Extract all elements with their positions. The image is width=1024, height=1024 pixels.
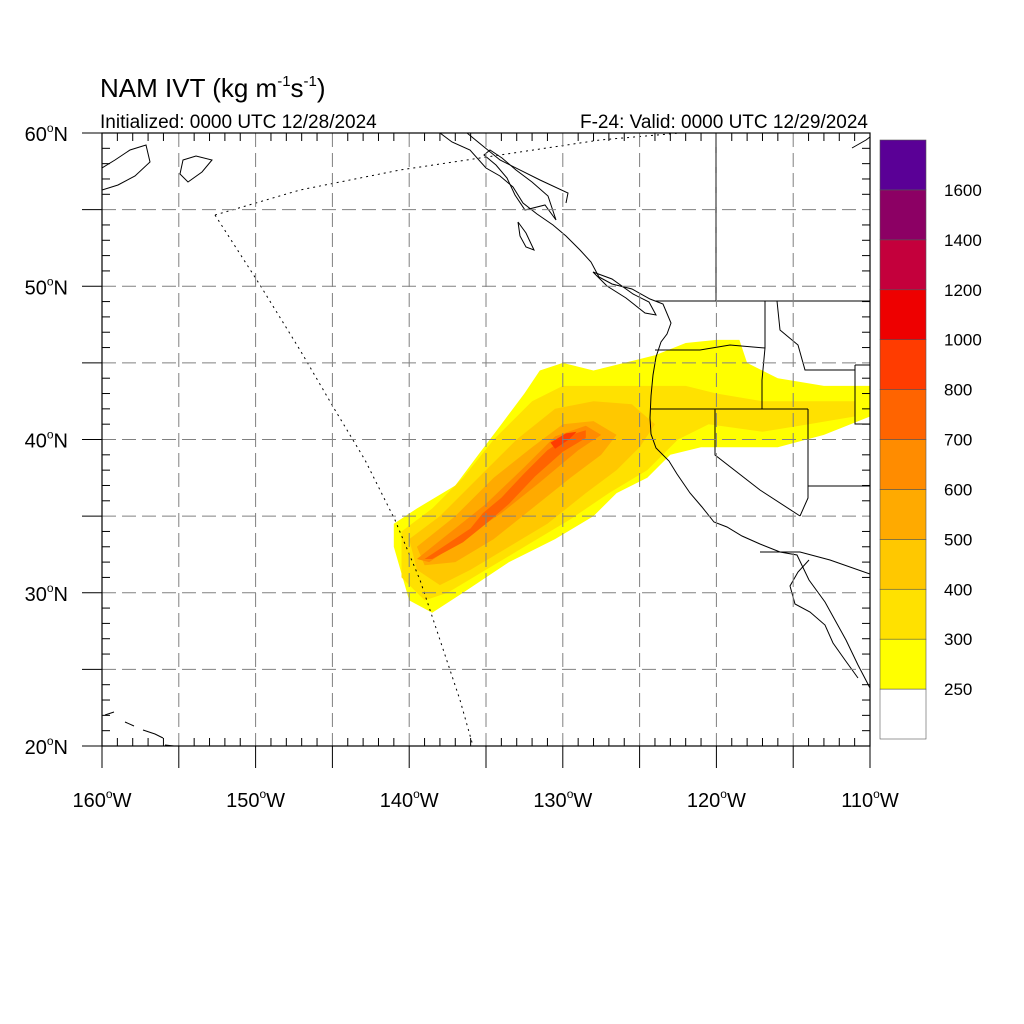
coastline-hudson-bay	[851, 136, 870, 149]
coastline-vancouver-island	[592, 271, 657, 316]
axis-labels: 60oN 50oN 40oN 30oN 20oN 160oW 150oW 140oW 130oW…	[25, 121, 899, 812]
lon-label: 120oW	[687, 787, 746, 812]
lat-lon-grid	[102, 133, 870, 746]
coastline-queen-charlotte	[517, 221, 535, 251]
colorbar-swatch	[879, 339, 927, 390]
colorbar-swatch	[879, 539, 927, 590]
lon-label: 160oW	[73, 787, 132, 812]
ca-nv-border	[714, 409, 801, 517]
colorbar-label: 1400	[944, 231, 982, 250]
colorbar-label: 1200	[944, 281, 982, 300]
colorbar-label: 400	[944, 580, 972, 599]
dotted-boundary-line	[214, 214, 474, 746]
colorbar-label: 800	[944, 381, 972, 400]
axis-ticks	[82, 132, 871, 768]
colorbar-label: 500	[944, 530, 972, 549]
colorbar-swatch	[879, 389, 927, 440]
wa-or-border	[655, 344, 766, 351]
colorbar-label: 700	[944, 431, 972, 450]
nv-ut-border	[799, 409, 809, 517]
lat-label: 50oN	[25, 274, 68, 299]
colorbar-swatch	[879, 139, 927, 191]
title-sup1: -1	[277, 73, 290, 90]
lon-label: 110oW	[841, 787, 899, 812]
coastline-alaska-west	[102, 144, 151, 191]
title-main: NAM IVT (kg m	[100, 73, 277, 103]
alaska-bc-border	[466, 133, 569, 204]
colorbar-swatch	[879, 439, 927, 490]
or-id-border	[761, 347, 766, 409]
lat-label: 30oN	[25, 581, 68, 606]
ivt-region-700	[424, 430, 586, 559]
colorbar-label: 600	[944, 480, 972, 499]
lon-label: 130oW	[533, 787, 592, 812]
id-mt-border	[776, 300, 855, 371]
colorbar-swatch	[879, 588, 927, 640]
map-geography	[102, 133, 870, 746]
coastline-hawaii	[104, 711, 175, 746]
colorbar-swatch	[879, 289, 927, 340]
colorbar-swatch	[879, 189, 927, 241]
colorbar: 250 300 400 500 600 700 800 1000 1200 1400 1600	[879, 139, 982, 740]
lat-label: 40oN	[25, 428, 68, 453]
coastline-alaska-islands	[483, 149, 557, 221]
dotted-boundary-line-north	[214, 133, 681, 216]
colorbar-label: 300	[944, 630, 972, 649]
colorbar-swatch	[879, 688, 927, 740]
colorbar-label: 1000	[944, 331, 982, 350]
title-sup2: -1	[304, 73, 317, 90]
colorbar-swatch	[879, 489, 927, 540]
ivt-region-800	[550, 431, 577, 449]
initialized-subtitle: Initialized: 0000 UTC 12/28/2024	[100, 112, 377, 133]
state-borders	[466, 133, 870, 575]
lat-label: 60oN	[25, 121, 68, 146]
colorbar-swatch	[879, 239, 927, 291]
colorbar-label: 1600	[944, 181, 982, 200]
coastline-gulf-california	[789, 559, 859, 679]
title-mid: s	[291, 73, 304, 103]
lon-label: 140oW	[380, 787, 439, 812]
valid-subtitle: F-24: Valid: 0000 UTC 12/29/2024	[580, 112, 868, 133]
colorbar-swatch	[879, 638, 927, 690]
title-end: )	[317, 73, 326, 103]
coastline-north-america	[439, 133, 870, 689]
lon-label: 150oW	[226, 787, 285, 812]
us-mexico-border	[760, 551, 870, 575]
lat-label: 20oN	[25, 734, 68, 759]
colorbar-label: 250	[944, 680, 972, 699]
coastline-kodiak	[179, 155, 213, 183]
chart-title: NAM IVT (kg m-1s-1)	[100, 73, 326, 103]
